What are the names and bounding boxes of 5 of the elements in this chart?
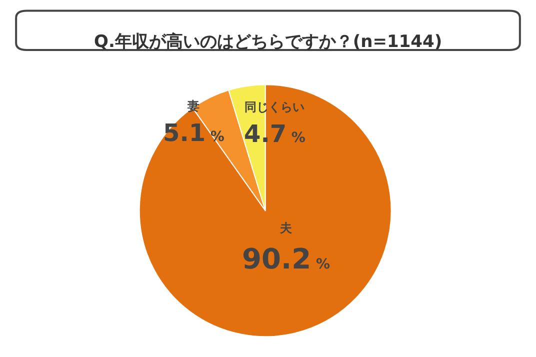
- chart-title: Q.年収が高いのはどちらですか？(n=1144): [94, 32, 442, 52]
- data-label: 90.2%: [242, 242, 330, 276]
- slice-label: 夫: [279, 221, 293, 235]
- data-label: 4.7%: [244, 120, 306, 148]
- pie-slice: [139, 84, 392, 337]
